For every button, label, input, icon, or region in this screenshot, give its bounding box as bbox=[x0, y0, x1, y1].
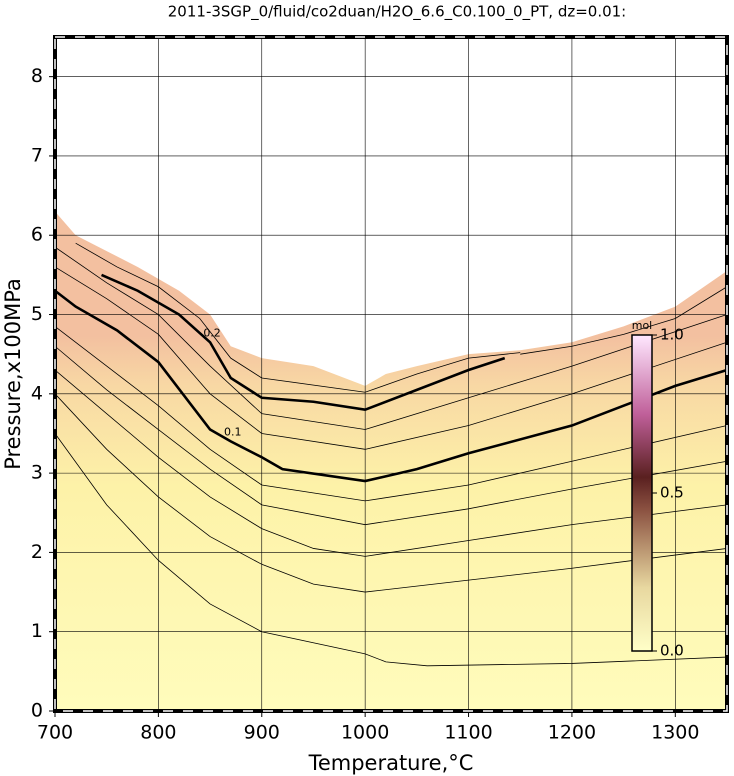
contour-label: 0.2 bbox=[203, 326, 221, 339]
chart-title: 2011-3SGP_0/fluid/co2duan/H2O_6.6_C0.100… bbox=[168, 3, 626, 22]
contour-label: 0.1 bbox=[224, 425, 242, 438]
y-tick-label: 8 bbox=[31, 65, 43, 87]
contour-line bbox=[54, 369, 728, 557]
contour-line bbox=[520, 286, 728, 355]
plot-frame-inner bbox=[54, 36, 728, 712]
x-tick-label: 1200 bbox=[548, 722, 596, 744]
y-axis-label: Pressure,x100MPa bbox=[1, 278, 25, 470]
contour-line bbox=[54, 246, 728, 430]
x-axis-label: Temperature,°C bbox=[308, 751, 474, 775]
contour-line bbox=[54, 433, 728, 667]
x-tick-label: 1000 bbox=[341, 722, 389, 744]
contour-line bbox=[75, 242, 521, 393]
y-tick-label: 3 bbox=[31, 462, 43, 484]
contour-line bbox=[101, 273, 506, 412]
colorbar-tick-label: 0.5 bbox=[660, 484, 684, 502]
y-tick-label: 5 bbox=[31, 303, 43, 325]
y-tick-label: 7 bbox=[31, 144, 43, 166]
data-region bbox=[55, 211, 727, 711]
y-tick-label: 2 bbox=[31, 541, 43, 563]
x-tick-label: 900 bbox=[244, 722, 280, 744]
colorbar-tick-label: 0.0 bbox=[660, 642, 684, 660]
x-tick-label: 1300 bbox=[651, 722, 699, 744]
contour-line bbox=[54, 289, 728, 483]
y-tick-label: 4 bbox=[31, 382, 43, 404]
contour-line bbox=[54, 326, 728, 502]
x-tick-label: 700 bbox=[37, 722, 73, 744]
y-tick-label: 6 bbox=[31, 224, 43, 246]
colorbar-tick-label: 1.0 bbox=[660, 326, 684, 344]
y-tick-label: 1 bbox=[31, 620, 43, 642]
contour-line bbox=[54, 345, 728, 526]
y-tick-label: 0 bbox=[31, 700, 43, 722]
x-tick-label: 1100 bbox=[444, 722, 492, 744]
x-tick-label: 800 bbox=[140, 722, 176, 744]
colorbar-label: mol bbox=[632, 319, 653, 332]
contour-line bbox=[54, 393, 728, 593]
contour-line bbox=[54, 266, 728, 450]
colorbar bbox=[631, 334, 653, 652]
